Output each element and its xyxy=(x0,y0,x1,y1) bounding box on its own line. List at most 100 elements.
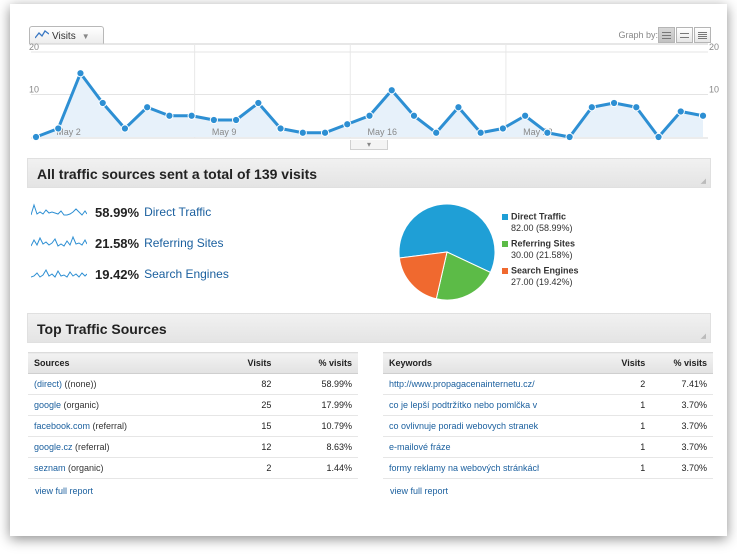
data-point xyxy=(343,120,352,129)
source-link[interactable]: google xyxy=(34,400,62,410)
legend-label: Referring Sites xyxy=(511,238,576,249)
col-header-pct[interactable]: % visits xyxy=(651,352,713,374)
x-tick-label: May 16 xyxy=(368,127,398,137)
source-cell: google.cz (referral) xyxy=(28,436,214,458)
summary-row-direct: 58.99% Direct Traffic xyxy=(30,201,212,223)
summary-header: All traffic sources sent a total of 139 … xyxy=(27,158,711,188)
chevron-down-icon: ▼ xyxy=(81,31,90,41)
data-point xyxy=(676,107,685,116)
source-link[interactable]: seznam xyxy=(34,463,66,473)
summary-headline: All traffic sources sent a total of 139 … xyxy=(37,166,318,182)
keyword-link[interactable]: co je lepší podtržítko nebo pomlčka v xyxy=(389,400,538,411)
data-point xyxy=(698,111,708,120)
y-tick-label-left: 20 xyxy=(29,42,39,52)
pie-slice-referring-sites[interactable] xyxy=(435,251,492,301)
legend-referring: Referring Sites 30.00 (21.58%) xyxy=(502,238,575,260)
keyword-link[interactable]: e-mailové fráze xyxy=(389,442,451,453)
data-point xyxy=(54,124,63,133)
legend-detail: 27.00 (19.42%) xyxy=(511,276,573,287)
graph-by-week-button[interactable] xyxy=(676,27,693,43)
pct-cell: 3.70% xyxy=(651,436,713,458)
y-tick-label-left: 10 xyxy=(29,85,39,95)
metric-label: Visits xyxy=(52,30,76,42)
visits-cell: 25 xyxy=(213,394,278,416)
sparkline-icon xyxy=(30,234,88,253)
pct-cell: 1.44% xyxy=(277,457,358,479)
x-tick-label: May 23 xyxy=(523,127,553,137)
pie-slice-search-engines[interactable] xyxy=(398,251,448,300)
medium-text: ((none)) xyxy=(64,379,97,389)
source-cell: google (organic) xyxy=(28,394,214,416)
y-tick-label-right: 10 xyxy=(709,85,719,95)
visits-cell: 1 xyxy=(602,436,652,458)
table-header-row: Sources Visits % visits xyxy=(28,352,358,374)
keyword-link[interactable]: co ovlivnuje poradi webovych stranek xyxy=(389,421,539,432)
col-header-keywords[interactable]: Keywords xyxy=(383,352,603,374)
source-link[interactable]: (direct) xyxy=(34,379,63,389)
traffic-pie-chart xyxy=(398,203,496,301)
data-point xyxy=(432,128,441,137)
data-point xyxy=(120,124,130,133)
visits-line-chart: 20 20 10 10 May 2 May 9 May 16 May 23 xyxy=(29,42,719,142)
graph-by-month-button[interactable] xyxy=(694,27,711,43)
graph-by-day-button[interactable] xyxy=(658,27,675,43)
y-tick-label-right: 20 xyxy=(709,42,719,52)
visits-cell: 1 xyxy=(602,394,652,416)
sparkline-icon xyxy=(30,265,88,284)
medium-text: (referral) xyxy=(75,442,110,452)
line-chart-icon xyxy=(34,30,50,42)
search-engines-link[interactable]: Search Engines xyxy=(144,267,229,281)
legend-detail: 82.00 (58.99%) xyxy=(511,222,573,233)
top-sources-title: Top Traffic Sources xyxy=(37,321,167,337)
pct-cell: 10.79% xyxy=(277,415,358,437)
x-tick-label: May 9 xyxy=(212,127,237,137)
data-point xyxy=(232,115,241,125)
keyword-cell: e-mailové fráze xyxy=(383,436,603,458)
corner-icon: ◢ xyxy=(700,333,706,340)
data-point xyxy=(587,103,596,112)
col-header-pct[interactable]: % visits xyxy=(277,352,358,374)
medium-text: (organic) xyxy=(68,463,104,473)
data-point xyxy=(320,128,330,137)
legend-label: Direct Traffic xyxy=(511,211,567,222)
col-header-visits[interactable]: Visits xyxy=(213,352,278,374)
table-row: google (organic) 25 17.99% xyxy=(28,394,358,416)
table-row: formy reklamy na webových stránkách 1 3.70… xyxy=(383,457,713,479)
keywords-full-report-link[interactable]: view full report xyxy=(390,486,449,496)
table-row: co ovlivnuje poradi webovych stranek 1 3.7… xyxy=(383,415,713,437)
pct-cell: 58.99% xyxy=(277,373,358,395)
metric-selector[interactable]: Visits ▼ xyxy=(29,26,104,44)
keyword-link[interactable]: http://www.propagacenainternetu.cz/ xyxy=(389,379,535,390)
pie-slice-direct-traffic[interactable] xyxy=(398,203,496,274)
sources-full-report-link[interactable]: view full report xyxy=(35,486,94,496)
source-link[interactable]: facebook.com xyxy=(34,421,91,431)
data-point xyxy=(454,103,463,112)
referring-sites-link[interactable]: Referring Sites xyxy=(144,236,224,250)
data-point xyxy=(409,111,419,120)
pct-cell: 17.99% xyxy=(277,394,358,416)
pct-cell: 3.70% xyxy=(651,415,713,437)
col-header-sources[interactable]: Sources xyxy=(28,352,214,374)
direct-traffic-link[interactable]: Direct Traffic xyxy=(144,205,212,219)
x-tick-label: May 2 xyxy=(56,127,81,137)
data-point xyxy=(31,132,41,142)
series-area xyxy=(36,73,703,137)
col-header-visits[interactable]: Visits xyxy=(602,352,652,374)
data-point xyxy=(654,132,663,142)
data-point xyxy=(632,103,641,112)
source-link[interactable]: google.cz xyxy=(34,442,73,452)
keyword-link[interactable]: formy reklamy na webových stránkách xyxy=(389,463,539,474)
visits-cell: 2 xyxy=(602,373,652,395)
data-point xyxy=(298,128,307,137)
data-point xyxy=(609,98,619,108)
chart-resize-handle[interactable]: ▾ xyxy=(350,140,388,150)
legend-swatch xyxy=(502,267,508,274)
keywords-table: Keywords Visits % visits http://www.prop… xyxy=(383,352,713,479)
table-row: facebook.com (referral) 15 10.79% xyxy=(28,415,358,437)
table-row: http://www.propagacenainternetu.cz/2 7.41… xyxy=(383,373,713,395)
legend-label: Search Engines xyxy=(511,265,579,276)
data-point xyxy=(165,111,174,120)
data-point xyxy=(565,132,574,142)
pct-cell: 8.63% xyxy=(277,436,358,458)
visits-cell: 1 xyxy=(602,457,652,479)
